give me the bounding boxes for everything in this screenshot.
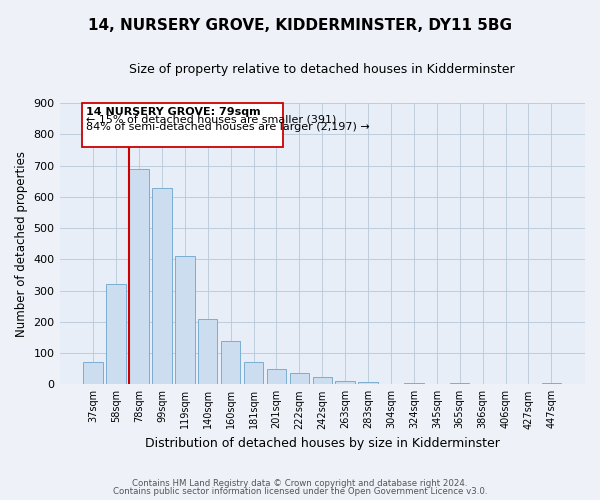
Bar [198, 318, 217, 384]
Text: Contains public sector information licensed under the Open Government Licence v3: Contains public sector information licen… [113, 487, 487, 496]
Bar [290, 372, 309, 384]
Bar [450, 382, 469, 384]
Title: Size of property relative to detached houses in Kidderminster: Size of property relative to detached ho… [130, 62, 515, 76]
Bar [358, 382, 378, 384]
Text: Contains HM Land Registry data © Crown copyright and database right 2024.: Contains HM Land Registry data © Crown c… [132, 478, 468, 488]
Text: 14 NURSERY GROVE: 79sqm: 14 NURSERY GROVE: 79sqm [86, 107, 261, 117]
X-axis label: Distribution of detached houses by size in Kidderminster: Distribution of detached houses by size … [145, 437, 500, 450]
Bar [404, 382, 424, 384]
Bar [221, 341, 241, 384]
Bar [542, 382, 561, 384]
Bar [335, 381, 355, 384]
Y-axis label: Number of detached properties: Number of detached properties [15, 150, 28, 336]
Bar [106, 284, 126, 384]
Bar [152, 188, 172, 384]
Bar [129, 170, 149, 384]
Bar [267, 368, 286, 384]
Text: 84% of semi-detached houses are larger (2,197) →: 84% of semi-detached houses are larger (… [86, 122, 370, 132]
Bar [175, 256, 194, 384]
Bar [83, 362, 103, 384]
Text: 14, NURSERY GROVE, KIDDERMINSTER, DY11 5BG: 14, NURSERY GROVE, KIDDERMINSTER, DY11 5… [88, 18, 512, 32]
Bar [244, 362, 263, 384]
Bar [313, 378, 332, 384]
Text: ← 15% of detached houses are smaller (391): ← 15% of detached houses are smaller (39… [86, 115, 337, 125]
FancyBboxPatch shape [82, 103, 283, 147]
